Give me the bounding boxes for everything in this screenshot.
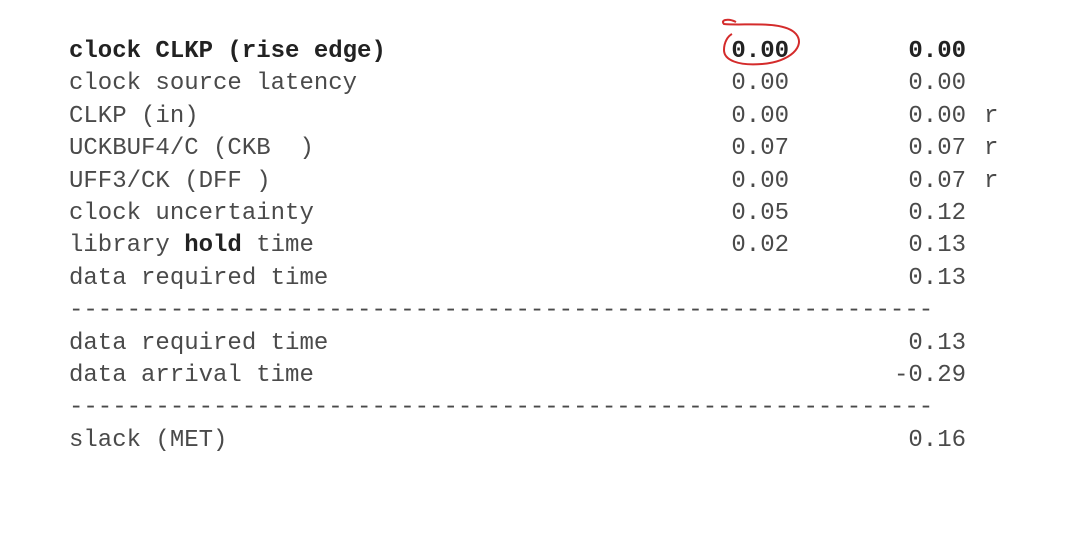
summary-value: -0.29	[893, 361, 966, 389]
row-label-text: data required time	[69, 264, 329, 292]
row-label-text: clock source latency	[69, 70, 358, 98]
row-label-text: time	[241, 232, 314, 260]
path-value: 0.07	[908, 135, 966, 163]
row-label-text: clock uncertainty	[69, 199, 314, 227]
row-label-text: clock CLKP (rise edge)	[69, 38, 386, 65]
row-label-text: UCKBUF4/C (CKB )	[69, 135, 314, 163]
summary-row-required: data required time 0.13	[69, 328, 1009, 360]
timing-report: clock CLKP (rise edge) 0.00 0.00 clock sour…	[69, 36, 1009, 457]
timing-rows: clock CLKP (rise edge) 0.00 0.00 clock sour…	[69, 36, 1009, 295]
incr-value: 0.00	[731, 167, 789, 195]
timing-row: data required time 0.13	[69, 263, 1009, 295]
summary-label: data arrival time	[69, 361, 314, 389]
incr-value: 0.00	[731, 38, 789, 65]
edge-flag: r	[984, 102, 999, 130]
path-value: 0.13	[908, 232, 966, 260]
summary-label: data required time	[69, 329, 329, 357]
timing-row: clock uncertainty 0.05 0.12	[69, 198, 1009, 230]
incr-value: 0.02	[731, 232, 789, 260]
edge-flag: r	[984, 167, 999, 195]
incr-value: 0.00	[731, 102, 789, 130]
path-value: 0.07	[908, 167, 966, 195]
summary-value: 0.13	[908, 329, 966, 357]
row-label-text: library	[69, 232, 185, 260]
incr-value: 0.05	[731, 199, 789, 227]
timing-row: UFF3/CK (DFF ) 0.00 0.07 r	[69, 166, 1009, 198]
row-label: CLKP (in)	[69, 101, 199, 133]
separator-line: ----------------------------------------…	[69, 297, 934, 325]
path-value: 0.00	[908, 102, 966, 130]
incr-value: 0.00	[731, 70, 789, 98]
timing-row: library hold time 0.02 0.13	[69, 230, 1009, 262]
summary-row-arrival: data arrival time -0.29	[69, 360, 1009, 392]
slack-value: 0.16	[908, 426, 966, 454]
path-value: 0.12	[908, 199, 966, 227]
separator-line: ----------------------------------------…	[69, 394, 934, 422]
timing-row: clock CLKP (rise edge) 0.00 0.00	[69, 36, 1009, 68]
row-label-emphasis: hold	[184, 232, 242, 260]
path-value: 0.00	[908, 70, 966, 98]
row-label: clock CLKP (rise edge)	[69, 36, 386, 68]
row-label-text: CLKP (in)	[69, 102, 199, 130]
slack-label: slack (MET)	[69, 426, 228, 454]
row-label: clock source latency	[69, 68, 357, 100]
incr-value: 0.07	[731, 135, 789, 163]
path-value: 0.00	[908, 38, 966, 65]
timing-row: clock source latency 0.00 0.00	[69, 68, 1009, 100]
edge-flag: r	[984, 135, 999, 163]
row-label: UCKBUF4/C (CKB )	[69, 133, 314, 165]
row-label-text: UFF3/CK (DFF )	[69, 167, 271, 195]
row-label: clock uncertainty	[69, 198, 314, 230]
path-value: 0.13	[908, 264, 966, 292]
slack-row: slack (MET) 0.16	[69, 425, 1009, 457]
timing-row: UCKBUF4/C (CKB ) 0.07 0.07 r	[69, 133, 1009, 165]
row-label: library hold time	[69, 230, 314, 262]
row-label: data required time	[69, 263, 328, 295]
timing-row: CLKP (in) 0.00 0.00 r	[69, 101, 1009, 133]
row-label: UFF3/CK (DFF )	[69, 166, 271, 198]
